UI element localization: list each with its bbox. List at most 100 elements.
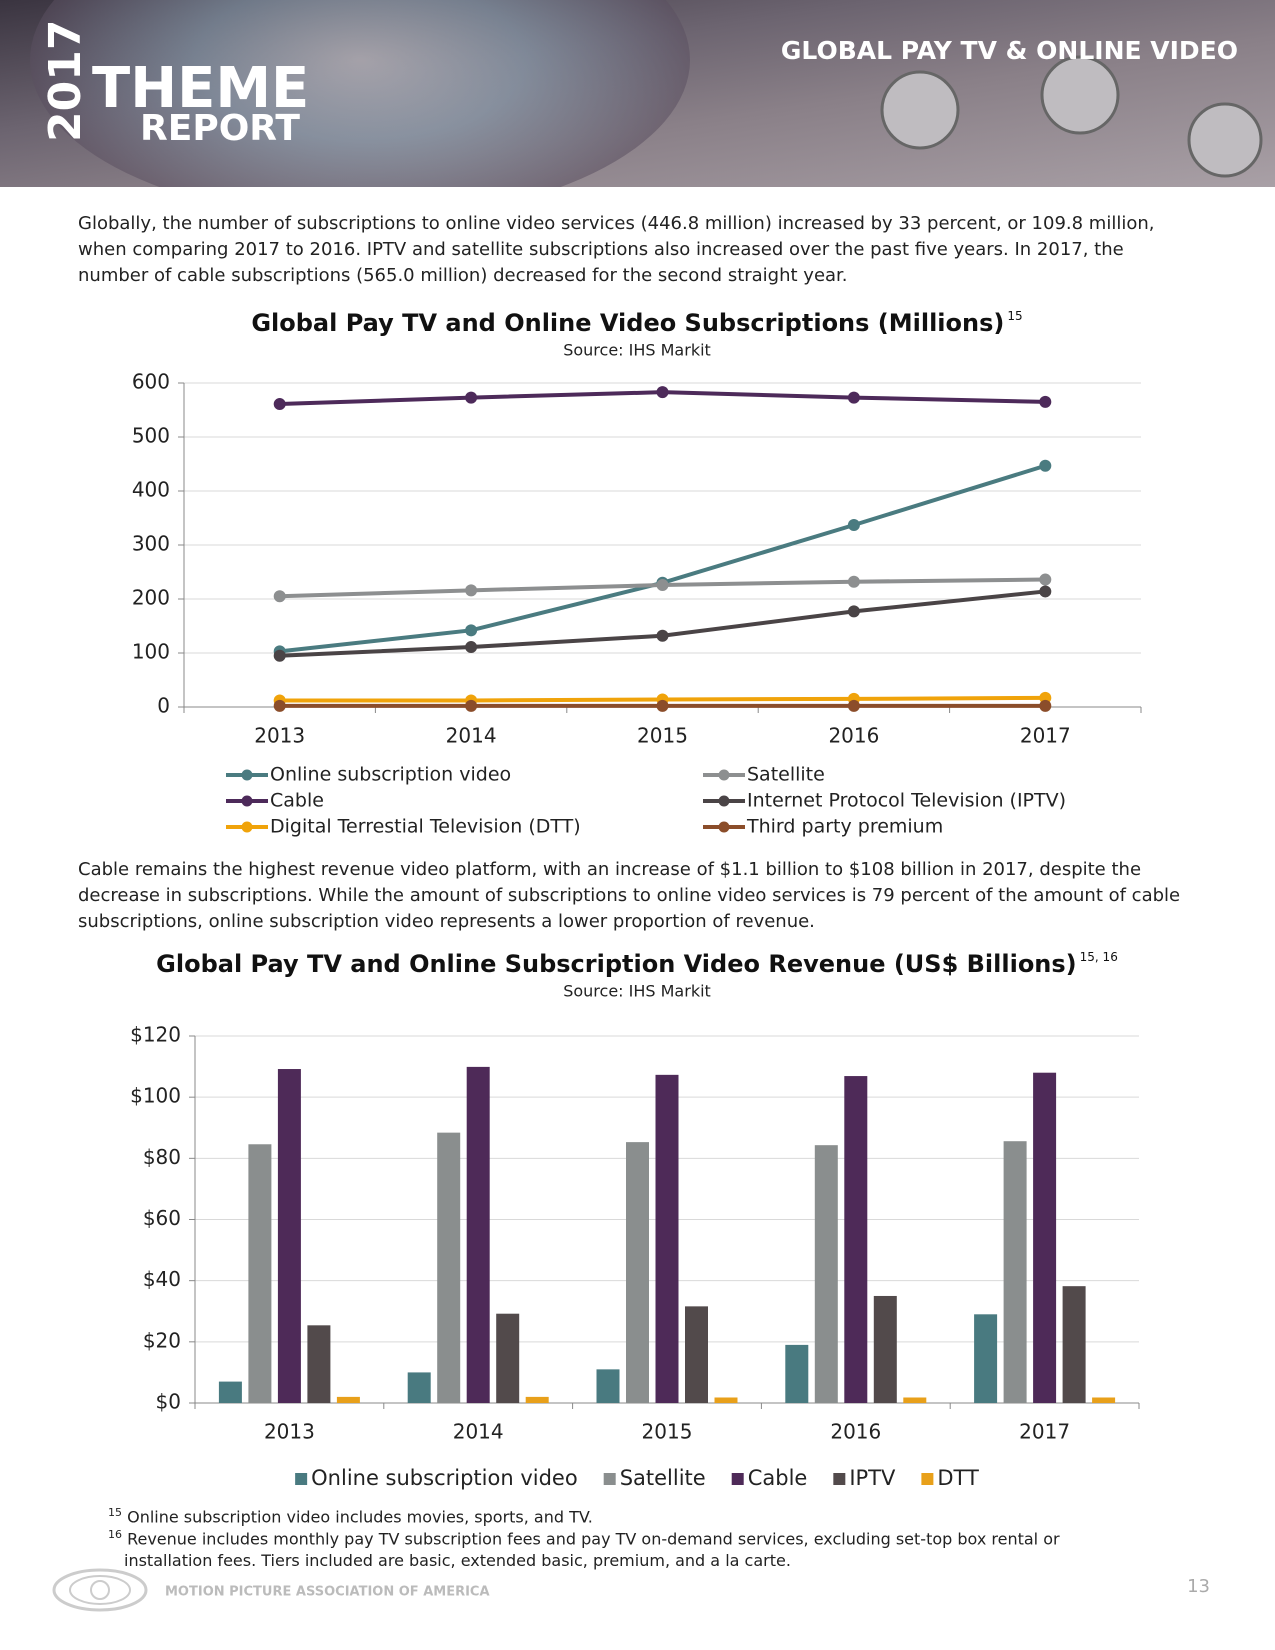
data-point [465,391,478,404]
legend-swatch [718,795,730,807]
footnote-text: Revenue includes monthly pay TV subscrip… [124,1529,1060,1571]
data-point [273,398,286,411]
paragraph: Cable remains the highest revenue video … [78,859,1181,932]
report-label: REPORT [140,108,300,149]
data-point [847,519,860,532]
logo [69,1575,131,1605]
bar [277,1069,301,1403]
data-point [656,699,669,712]
y-tick-label: 300 [132,532,170,556]
x-tick-label: 2014 [453,1420,504,1444]
line-chart: Global Pay TV and Online Video Subscript… [132,309,1142,838]
bar [685,1306,708,1403]
bar [218,1381,242,1403]
bar [974,1314,998,1403]
data-point [1039,573,1052,586]
data-point [465,624,478,637]
report-year: 2017 [40,20,91,142]
y-tick-label: 500 [132,424,170,448]
y-tick-label: $80 [143,1145,181,1169]
legend-label: Digital Terrestial Television (DTT) [270,816,581,838]
x-tick-label: 2015 [637,724,688,748]
legend-swatch [833,1473,846,1485]
bar [248,1144,272,1403]
chart-title-text: Global Pay TV and Online Video Subscript… [251,309,1004,337]
bar [596,1369,620,1403]
bar [407,1372,431,1403]
y-tick-label: 400 [132,478,170,502]
legend: Online subscription video Satellite Cable I… [295,1466,979,1490]
legend-label: Third party premium [746,816,943,838]
x-tick-label: 2016 [830,1420,881,1444]
footer-org: MOTION PICTURE ASSOCIATION OF AMERICA [165,1585,490,1600]
y-tick-label: $120 [130,1023,181,1047]
legend-label: Online subscription video [311,1466,578,1490]
legend-swatch [241,821,253,833]
bar [496,1313,520,1403]
legend-label: Internet Protocol Television (IPTV) [747,790,1066,812]
legend-swatch [718,821,730,833]
y-tick-label: $100 [130,1084,181,1108]
y-tick-label: 0 [157,694,170,718]
x-tick-label: 2013 [264,1420,315,1444]
x-tick-label: 2017 [1020,724,1071,748]
bar [1092,1397,1116,1403]
data-point [847,391,860,404]
data-point [1039,459,1052,472]
bar [466,1066,490,1403]
chart-title: Global Pay TV and Online Video Subscript… [251,309,1022,338]
section-title: GLOBAL PAY TV & ONLINE VIDEO [781,36,1238,65]
series-line [279,589,1046,658]
bar [1003,1141,1027,1403]
x-tick-label: 2016 [828,724,879,748]
legend-swatch [731,1473,744,1485]
bar [307,1325,331,1403]
disc-image [30,0,690,187]
data-point [1039,395,1052,408]
data-point [273,590,286,603]
bar [785,1344,809,1403]
logo [52,1568,148,1612]
legend-swatch [718,769,730,781]
bar [873,1295,897,1403]
bar [814,1145,838,1403]
data-point [847,699,860,712]
data-point [465,641,478,654]
chart-title: Global Pay TV and Online Subscription Vi… [156,950,1118,979]
y-tick-label: $0 [156,1390,181,1414]
data-point [465,699,478,712]
x-tick-label: 2013 [254,724,305,748]
paragraph: Globally, the number of subscriptions to… [78,213,1155,286]
legend-swatch [295,1473,308,1485]
legend-label: Cable [748,1466,808,1490]
knob [880,70,960,150]
legend-label: IPTV [849,1466,896,1490]
data-point [465,584,478,597]
bar [655,1074,679,1403]
bar [1062,1286,1086,1403]
chart-subtitle: Source: IHS Markit [563,341,711,360]
footnote: 15 Online subscription video includes mo… [108,1502,1144,1528]
bar [1033,1072,1057,1403]
bar [714,1397,738,1403]
logo [90,1580,110,1600]
y-tick-label: $20 [143,1328,181,1352]
data-point [656,578,669,591]
legend-label: Satellite [747,764,825,786]
bar [903,1397,927,1403]
bar [844,1076,868,1403]
footnote-text: Online subscription video includes movie… [127,1507,593,1527]
x-tick-label: 2014 [446,724,497,748]
bar [437,1132,461,1403]
chart-title-note: 15, 16 [1080,950,1118,964]
legend-label: DTT [937,1466,979,1490]
x-tick-label: 2017 [1019,1420,1070,1444]
knob [1187,102,1263,178]
y-tick-label: $60 [143,1206,181,1230]
data-point [1039,699,1052,712]
data-point [656,629,669,642]
knob [1040,55,1120,135]
data-point [847,575,860,588]
footnote-number: 16 [108,1528,122,1541]
footnote-number: 15 [108,1506,122,1519]
